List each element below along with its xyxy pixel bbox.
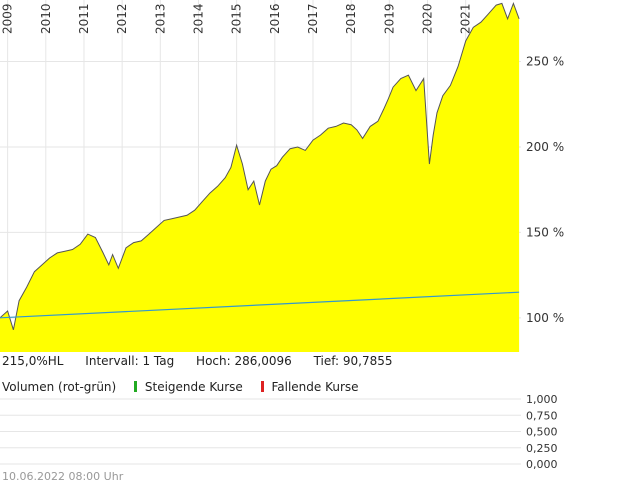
y-tick-label: 150 % — [526, 225, 564, 239]
change-value: 215,0%HL — [2, 354, 64, 368]
x-tick-label: 2018 — [344, 3, 358, 34]
x-tick-label: 2019 — [382, 3, 396, 34]
falling-label: Fallende Kurse — [271, 380, 359, 394]
volume-tick-label: 0,500 — [526, 426, 558, 439]
volume-tick-label: 0,750 — [526, 409, 558, 422]
x-tick-labels: 2009 2010 2011 2012 2013 2014 2015 2016 2017 2018… — [1, 3, 473, 34]
y-tick-label: 250 % — [526, 55, 564, 69]
x-tick-label: 2010 — [39, 3, 53, 34]
x-tick-label: 2020 — [420, 3, 434, 34]
volume-tick-label: 0,000 — [526, 458, 558, 471]
x-tick-label: 2016 — [268, 3, 282, 34]
high-value: Hoch: 286,0096 — [196, 354, 292, 368]
x-tick-label: 2013 — [153, 3, 167, 34]
price-area — [0, 3, 520, 353]
volume-legend: Volumen (rot-grün) Steigende Kurse Falle… — [2, 380, 359, 394]
volume-tick-label: 1,000 — [526, 393, 558, 406]
y-tick-labels: 100 % 150 % 200 % 250 % — [526, 55, 564, 325]
y-tick-label: 200 % — [526, 140, 564, 154]
x-tick-label: 2012 — [115, 3, 129, 34]
x-tick-label: 2014 — [191, 3, 205, 34]
timestamp: 10.06.2022 08:00 Uhr — [2, 470, 124, 483]
falling-swatch — [260, 381, 264, 392]
rising-label: Steigende Kurse — [144, 380, 243, 394]
volume-label: Volumen (rot-grün) — [2, 380, 117, 394]
benchmark-line — [0, 291, 520, 319]
x-tick-label: 2021 — [459, 3, 473, 34]
x-tick-label: 2009 — [1, 3, 15, 34]
x-tick-label: 2017 — [306, 3, 320, 34]
price-line — [0, 1, 520, 330]
low-value: Tief: 90,7855 — [313, 354, 393, 368]
volume-panel: 1,000 0,750 0,500 0,250 0,000 — [0, 393, 558, 471]
rising-swatch — [134, 381, 138, 392]
volume-tick-label: 0,250 — [526, 442, 558, 455]
y-tick-label: 100 % — [526, 311, 564, 325]
interval-value: Intervall: 1 Tag — [85, 354, 175, 368]
x-tick-label: 2011 — [77, 3, 91, 34]
x-tick-label: 2015 — [230, 3, 244, 34]
price-info: 215,0%HL Intervall: 1 Tag Hoch: 286,0096… — [2, 354, 411, 368]
